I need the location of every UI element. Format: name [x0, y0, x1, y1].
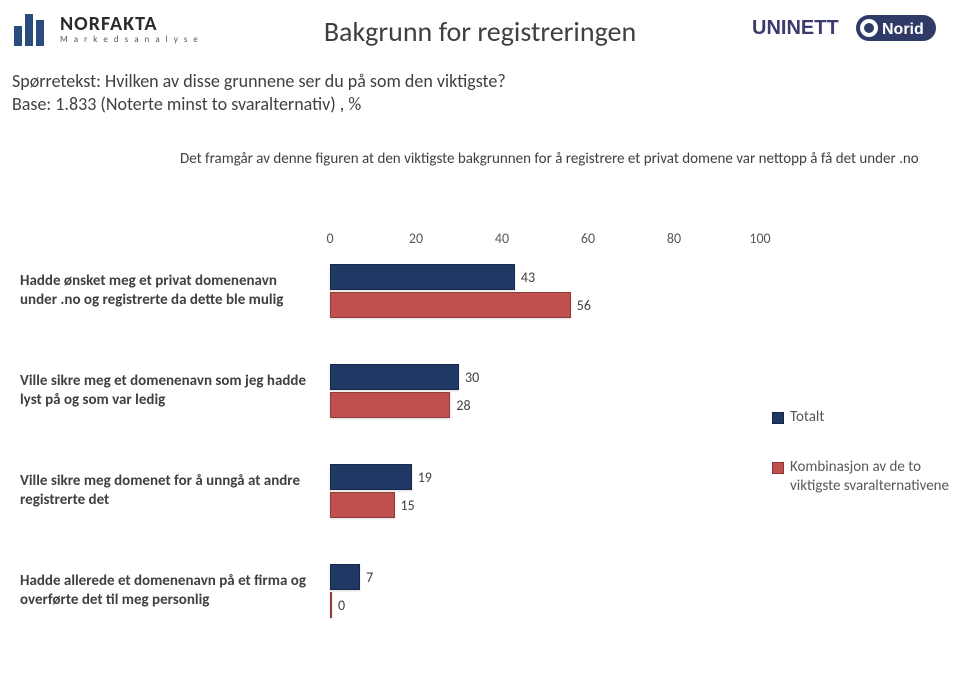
x-tick: 60: [581, 230, 595, 247]
x-tick: 40: [495, 230, 509, 247]
bar: [330, 564, 360, 590]
bar-row: 43: [330, 264, 760, 290]
bar-row: 7: [330, 564, 760, 590]
legend: Totalt Kombinasjon av de to viktigste sva…: [772, 408, 960, 527]
legend-text: Kombinasjon av de to viktigste svaralter…: [790, 458, 960, 497]
description-text: Det framgår av denne figuren at den vikt…: [180, 150, 919, 168]
category-label: Hadde allerede et domenenavn på et firma…: [20, 572, 330, 610]
x-tick: 20: [409, 230, 423, 247]
bar-row: 30: [330, 364, 760, 390]
subtitle-line-2: Base: 1.833 (Noterte minst to svaraltern…: [12, 93, 506, 116]
bars-plot: 43 56: [330, 262, 760, 320]
bar: [330, 292, 571, 318]
bar: [330, 592, 332, 618]
bars-plot: 70: [330, 562, 760, 620]
x-axis: 0 20 40 60 80 100: [20, 230, 940, 250]
page-title: Bakgrunn for registreringen: [0, 14, 960, 49]
bar: [330, 264, 515, 290]
subtitle-line-1: Spørretekst: Hvilken av disse grunnene s…: [12, 70, 506, 93]
bars-plot: 30 28: [330, 362, 760, 420]
category-label: Ville sikre meg domenet for å unngå at a…: [20, 472, 330, 510]
category-group: Hadde allerede et domenenavn på et firma…: [20, 562, 940, 620]
value-label: 15: [401, 497, 415, 514]
bar: [330, 492, 395, 518]
legend-item: Kombinasjon av de to viktigste svaralter…: [772, 458, 960, 497]
bar-row: 19: [330, 464, 760, 490]
bar-row: 15: [330, 492, 760, 518]
value-label: 30: [465, 369, 479, 386]
bar-row: 56: [330, 292, 760, 318]
bar-row: 0: [330, 592, 760, 618]
legend-item: Totalt: [772, 408, 960, 428]
x-tick: 0: [326, 230, 333, 247]
bar: [330, 364, 459, 390]
category-group: Hadde ønsket meg et privat domenenavn un…: [20, 262, 940, 320]
header-region: NORFAKTA M a r k e d s a n a l y s e UNI…: [0, 0, 960, 110]
subtitle-block: Spørretekst: Hvilken av disse grunnene s…: [12, 70, 506, 117]
legend-swatch: [772, 412, 784, 424]
value-label: 19: [418, 469, 432, 486]
value-label: 28: [456, 397, 470, 414]
x-tick: 100: [749, 230, 770, 247]
legend-swatch: [772, 462, 784, 474]
bar-row: 28: [330, 392, 760, 418]
value-label: 56: [577, 297, 591, 314]
bar: [330, 392, 450, 418]
category-label: Hadde ønsket meg et privat domenenavn un…: [20, 272, 330, 310]
bar: [330, 464, 412, 490]
value-label: 0: [338, 597, 345, 614]
category-label: Ville sikre meg et domenenavn som jeg ha…: [20, 372, 330, 410]
value-label: 7: [366, 569, 373, 586]
value-label: 43: [521, 269, 535, 286]
bars-plot: 1915: [330, 462, 760, 520]
legend-text: Totalt: [790, 408, 824, 428]
x-tick: 80: [667, 230, 681, 247]
